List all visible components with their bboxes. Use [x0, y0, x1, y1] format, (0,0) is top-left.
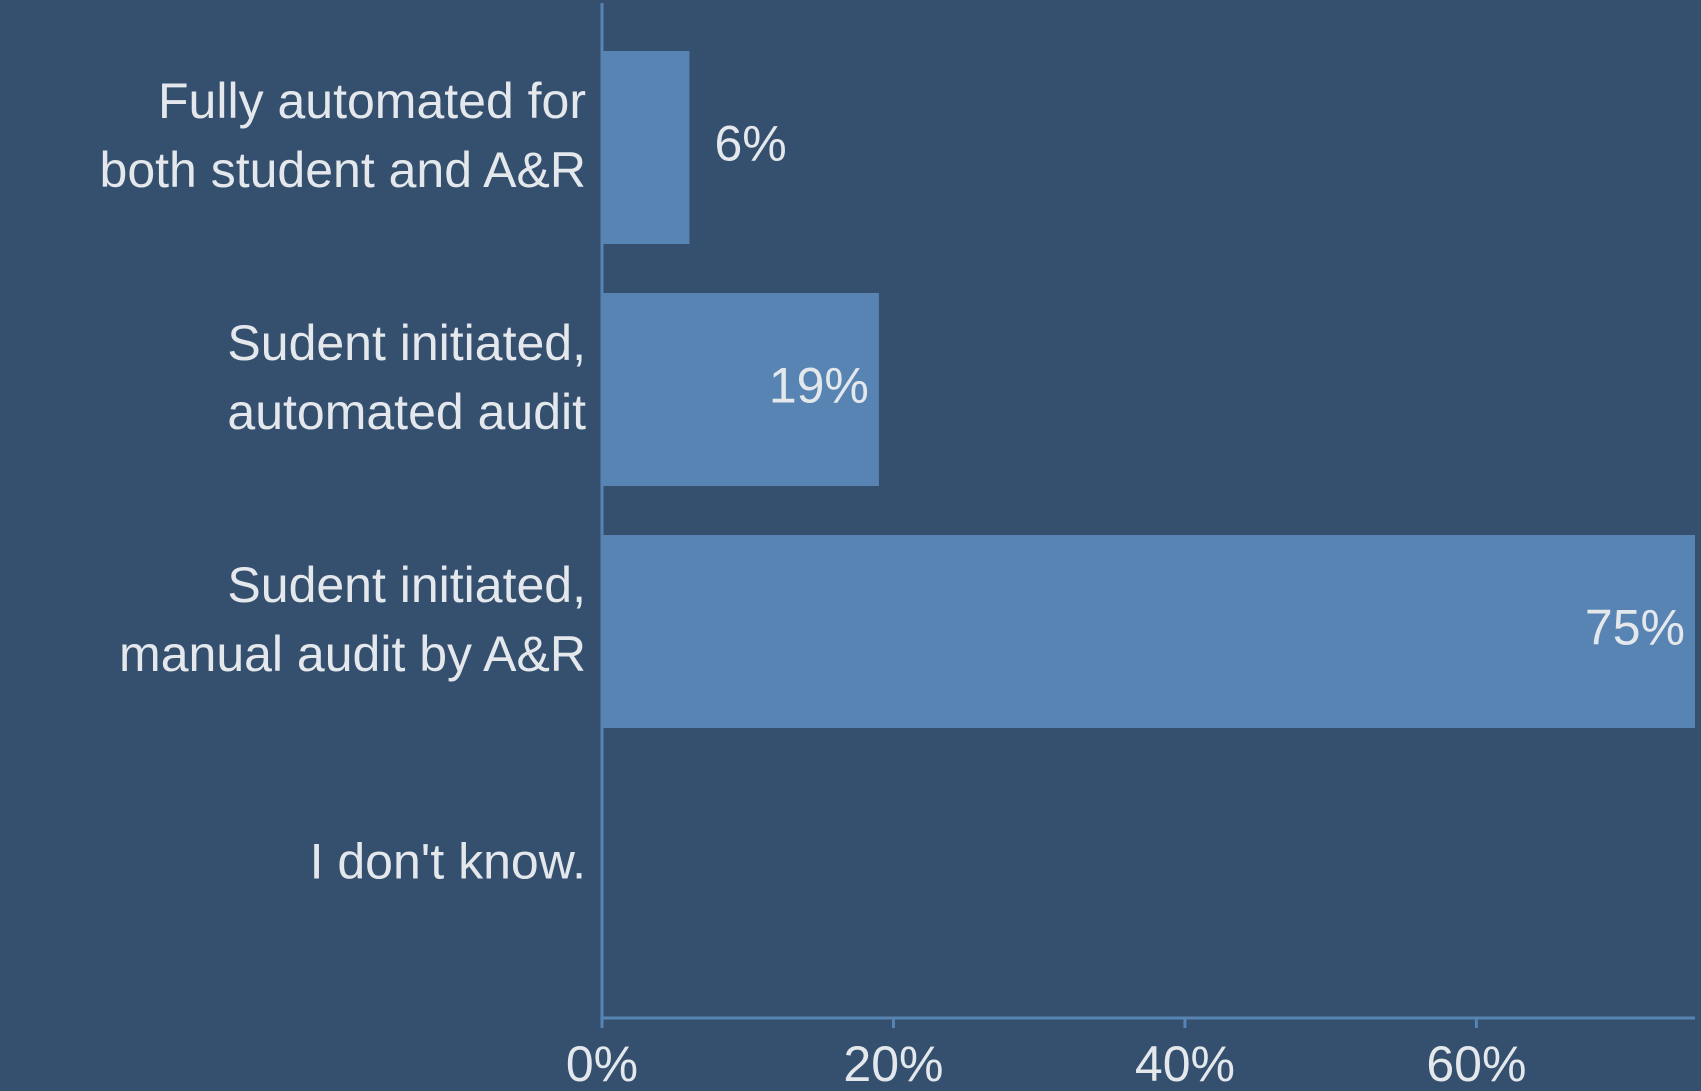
category-label: Sudent initiated, automated audit	[227, 314, 586, 440]
value-label: 19%	[769, 358, 869, 414]
bar	[602, 51, 690, 244]
value-label: 6%	[714, 116, 786, 172]
value-label: 75%	[1585, 600, 1685, 656]
category-label: I don't know.	[309, 833, 586, 889]
x-tick-label: 40%	[1135, 1036, 1235, 1091]
bar	[602, 293, 879, 486]
category-label: Fully automated for both student and A&R	[99, 72, 586, 198]
category-label: Sudent initiated, manual audit by A&R	[119, 556, 586, 682]
x-tick-label: 0%	[566, 1036, 638, 1091]
x-tick-label: 20%	[843, 1036, 943, 1091]
x-tick-label: 60%	[1426, 1036, 1526, 1091]
bar	[602, 535, 1695, 728]
